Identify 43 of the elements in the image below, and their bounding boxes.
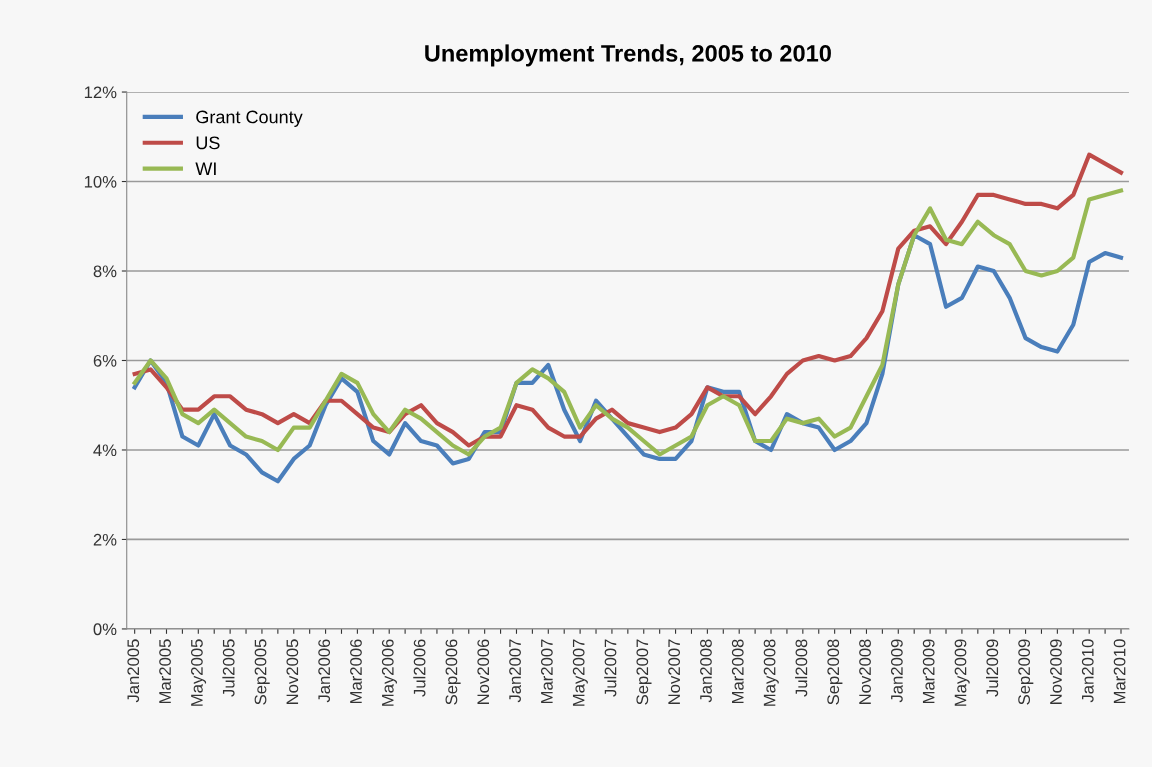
x-tick-label: Mar2010 (1113, 639, 1126, 704)
x-tick-label: Sep2007 (636, 639, 652, 705)
x-tick-label: Jan2006 (318, 639, 331, 703)
x-tick-label: Nov2006 (477, 639, 490, 705)
x-tick-label: May2005 (190, 639, 207, 706)
x-tick-label: May2007 (572, 639, 588, 706)
x-tick-label: Jan2008 (700, 639, 712, 703)
y-tick-label: 6% (93, 354, 117, 367)
x-tick-label: Jan2010 (1081, 639, 1094, 703)
x-tick-label: Jan2007 (509, 639, 521, 703)
x-tick-label: Sep2009 (1018, 639, 1034, 705)
x-tick-label: Mar2008 (731, 639, 744, 704)
x-tick-label: May2006 (381, 639, 397, 706)
x-tick-label: Jul2006 (413, 639, 426, 697)
x-tick-label: Nov2007 (668, 639, 681, 705)
x-tick-label: Nov2005 (286, 639, 299, 705)
x-tick-label: Sep2005 (254, 639, 270, 705)
x-tick-label: Mar2007 (540, 639, 553, 704)
x-tick-label: Jul2007 (604, 639, 617, 697)
legend-label: US (196, 136, 220, 150)
y-tick-label: 12% (84, 86, 117, 99)
legend-label: Grant County (196, 110, 303, 127)
x-tick-label: Nov2009 (1050, 639, 1062, 705)
x-tick-label: Mar2006 (350, 639, 362, 704)
x-tick-label: Sep2006 (445, 639, 461, 705)
chart-title: Unemployment Trends, 2005 to 2010 (425, 44, 831, 67)
legend-label: WI (195, 162, 216, 175)
y-tick-label: 0% (93, 623, 117, 636)
x-tick-label: May2008 (763, 639, 779, 706)
x-tick-label: Sep2008 (827, 639, 843, 705)
y-tick-label: 10% (84, 175, 117, 188)
y-tick-label: 4% (93, 444, 117, 457)
x-tick-label: Jan2005 (127, 639, 140, 703)
x-tick-label: Jul2005 (222, 639, 235, 697)
x-tick-label: Jul2008 (795, 639, 808, 697)
x-tick-label: Mar2005 (159, 639, 171, 704)
x-tick-label: May2009 (954, 639, 970, 706)
x-tick-label: Jan2009 (890, 639, 903, 703)
y-tick-label: 8% (93, 265, 117, 278)
x-tick-label: Mar2009 (922, 639, 935, 704)
y-tick-label: 2% (93, 533, 117, 546)
x-tick-label: Nov2008 (859, 639, 871, 705)
x-tick-label: Jul2009 (985, 639, 999, 697)
